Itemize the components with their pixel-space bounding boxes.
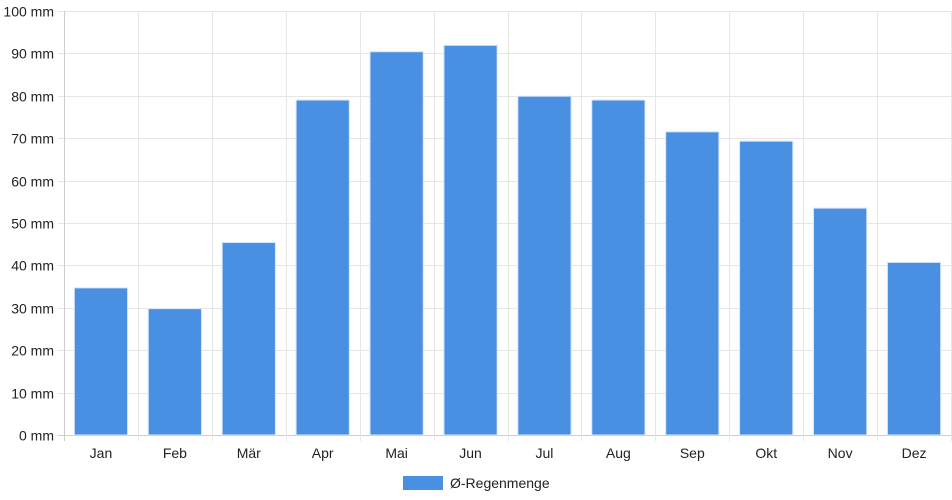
y-tick-label: 60 mm bbox=[11, 174, 54, 190]
y-tick-label: 30 mm bbox=[11, 301, 54, 317]
x-tick-label: Apr bbox=[312, 445, 334, 461]
x-tick-label: Aug bbox=[606, 445, 631, 461]
bar-dez[interactable] bbox=[886, 261, 942, 436]
y-tick-label: 80 mm bbox=[11, 89, 54, 105]
legend-label[interactable]: Ø-Regenmenge bbox=[450, 475, 550, 491]
bar-feb[interactable] bbox=[147, 308, 202, 436]
bar-nov[interactable] bbox=[813, 207, 868, 436]
grid-lines bbox=[58, 11, 952, 441]
x-tick-label: Feb bbox=[163, 445, 187, 461]
x-tick-label: Dez bbox=[902, 445, 927, 461]
bar-mai[interactable] bbox=[369, 51, 424, 436]
legend-swatch[interactable] bbox=[403, 476, 443, 490]
x-axis: Jan Feb Mär Apr Mai Jun Jul Aug Sep Okt Nov Dez bbox=[90, 445, 927, 461]
bar-aug[interactable] bbox=[591, 99, 646, 436]
y-tick-label: 10 mm bbox=[11, 386, 54, 402]
x-tick-label: Jan bbox=[90, 445, 113, 461]
x-tick-label: Jun bbox=[459, 445, 482, 461]
bar-sep[interactable] bbox=[665, 131, 720, 436]
bar-jan[interactable] bbox=[73, 287, 129, 436]
bar-okt[interactable] bbox=[739, 140, 794, 436]
legend[interactable]: Ø-Regenmenge bbox=[403, 475, 550, 491]
y-tick-label: 20 mm bbox=[11, 343, 54, 359]
y-tick-label: 40 mm bbox=[11, 258, 54, 274]
y-tick-label: 0 mm bbox=[19, 428, 54, 444]
bar-jul[interactable] bbox=[517, 95, 572, 436]
x-tick-label: Sep bbox=[680, 445, 705, 461]
bar-mär[interactable] bbox=[221, 242, 276, 436]
y-tick-label: 70 mm bbox=[11, 131, 54, 147]
x-tick-label: Jul bbox=[536, 445, 554, 461]
bar-jun[interactable] bbox=[443, 44, 498, 436]
y-axis: 0 mm 10 mm 20 mm 30 mm 40 mm 50 mm 60 mm 70 mm 8… bbox=[3, 4, 54, 444]
x-tick-label: Okt bbox=[755, 445, 777, 461]
x-tick-label: Mär bbox=[237, 445, 261, 461]
y-tick-label: 90 mm bbox=[11, 46, 54, 62]
x-tick-label: Nov bbox=[828, 445, 853, 461]
y-tick-label: 100 mm bbox=[3, 4, 54, 20]
bar-apr[interactable] bbox=[295, 99, 350, 436]
y-tick-label: 50 mm bbox=[11, 216, 54, 232]
bars bbox=[73, 44, 942, 436]
x-tick-label: Mai bbox=[385, 445, 408, 461]
